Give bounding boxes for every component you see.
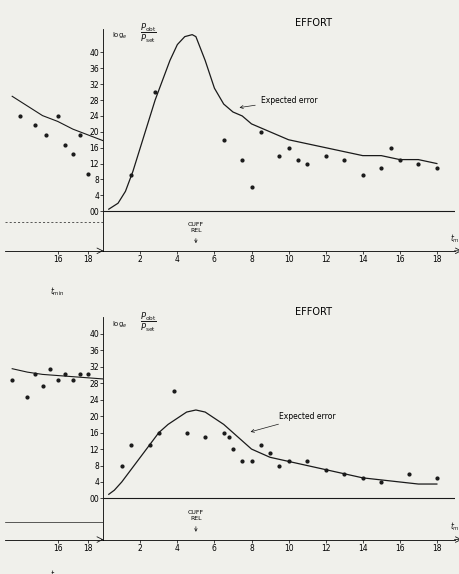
Text: $\dfrac{P_{\rm obt}}{P_{\rm set}}$: $\dfrac{P_{\rm obt}}{P_{\rm set}}$ [140,311,157,334]
Text: CUFF
REL: CUFF REL [187,222,203,242]
Text: $\dfrac{P_{\rm obt}}{P_{\rm set}}$: $\dfrac{P_{\rm obt}}{P_{\rm set}}$ [140,21,157,45]
Text: $t_{\rm min}$: $t_{\rm min}$ [50,568,65,574]
Text: CUFF
REL: CUFF REL [187,510,203,531]
Text: Expected error: Expected error [240,96,317,108]
Text: $t_{\rm min}$: $t_{\rm min}$ [50,286,65,298]
Text: $t_m$: $t_m$ [449,232,459,245]
Text: Expected error: Expected error [251,412,335,432]
Text: EFFORT: EFFORT [295,307,331,317]
Text: $\log_e$: $\log_e$ [112,320,128,330]
Text: $\log_e$: $\log_e$ [112,30,128,41]
Text: EFFORT: EFFORT [295,18,331,28]
Text: $t_m$: $t_m$ [449,521,459,533]
